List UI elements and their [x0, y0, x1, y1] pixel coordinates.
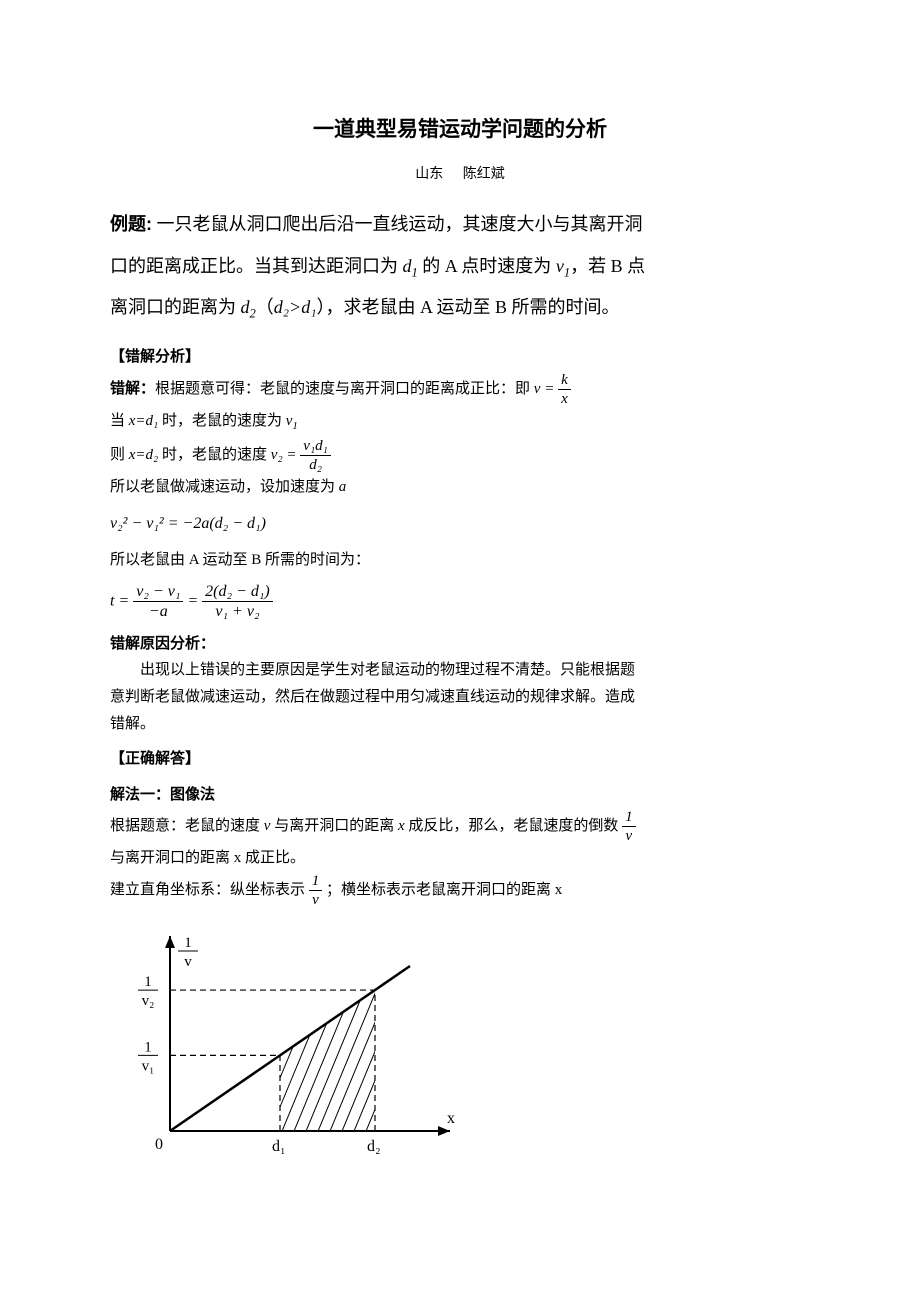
- svg-text:v₁: v₁: [142, 1058, 155, 1074]
- var-v1: v1: [286, 413, 298, 429]
- problem-text: ），求老鼠由 A 运动至 B 所需的时间。: [316, 297, 619, 317]
- fraction-kx: k x: [558, 371, 571, 408]
- correct-text: ；横坐标表示老鼠离开洞口的距离 x: [326, 882, 562, 898]
- method1-label: 解法一：图像法: [110, 781, 810, 808]
- problem-label: 例题:: [110, 214, 152, 234]
- section-correct: 【正确解答】: [110, 746, 810, 773]
- var-d1: d: [403, 256, 412, 276]
- frac-den: v: [309, 891, 323, 909]
- correct-line-2: 与离开洞口的距离 x 成正比。: [110, 845, 810, 872]
- frac-den: v: [622, 827, 636, 845]
- formula-eq2: =: [187, 593, 198, 610]
- section-wrong-analysis: 【错解分析】: [110, 344, 810, 371]
- frac-num: k: [558, 371, 571, 390]
- frac-num: 1: [309, 872, 323, 891]
- fraction-t1: v₂ − v₁ −a: [133, 582, 183, 621]
- correct-line-1: 根据题意：老鼠的速度 v 与离开洞口的距离 x 成反比，那么，老鼠速度的倒数 1…: [110, 808, 810, 845]
- wrong-line-4: 所以老鼠做减速运动，设加速度为 a: [110, 474, 810, 501]
- fraction-t2: 2(d₂ − d₁) v₁ + v₂: [202, 582, 273, 621]
- svg-text:0: 0: [155, 1136, 163, 1153]
- inequality: d₂>d₁: [274, 297, 317, 317]
- author-location: 山东: [415, 165, 443, 181]
- fraction-1v-axis: 1 v: [309, 872, 323, 909]
- var-d2: d: [241, 297, 250, 317]
- wrong-reason-text: 出现以上错误的主要原因是学生对老鼠运动的物理过程不清楚。只能根据题: [110, 657, 810, 684]
- formula-kinematic: v₂² − v₁² = −2a(d₂ − d₁): [110, 509, 810, 539]
- var-v1: v: [556, 256, 564, 276]
- frac-den: v₁ + v₂: [202, 602, 273, 621]
- svg-text:x: x: [447, 1110, 455, 1127]
- graph-container: 0 x d₁ d₂ 1 v 1 v₂ 1 v₁: [120, 921, 810, 1167]
- wrong-label: 错解：: [110, 380, 155, 397]
- wrong-text: 所以老鼠做减速运动，设加速度为: [110, 479, 339, 495]
- fraction-v1d1-d2: v₁d₁ d₂: [300, 437, 331, 474]
- problem-text: （: [256, 297, 274, 317]
- frac-den: x: [558, 390, 571, 408]
- problem-block: 例题: 一只老鼠从洞口爬出后沿一直线运动，其速度大小与其离开洞 口的距离成正比。…: [110, 204, 810, 328]
- eq-xd2: x=d₂: [129, 447, 159, 463]
- wrong-text: 当: [110, 413, 129, 429]
- svg-text:v₂: v₂: [142, 993, 155, 1009]
- wrong-reason-text: 错解。: [110, 711, 810, 738]
- wrong-text: 则: [110, 447, 129, 463]
- correct-text: 建立直角坐标系：纵坐标表示: [110, 882, 309, 898]
- correct-text: 根据题意：老鼠的速度: [110, 818, 264, 834]
- problem-text: 离洞口的距离为: [110, 297, 241, 317]
- formula-t-eq: t =: [110, 593, 129, 610]
- wrong-text: 时，老鼠的速度: [158, 447, 271, 463]
- wrong-reason-label: 错解原因分析：: [110, 630, 810, 657]
- wrong-line-2: 当 x=d₁ 时，老鼠的速度为 v1: [110, 408, 810, 437]
- svg-text:1: 1: [144, 974, 152, 990]
- correct-text: 与离开洞口的距离: [270, 818, 398, 834]
- problem-text: 口的距离成正比。当其到达距洞口为: [110, 256, 403, 276]
- graph-svg: 0 x d₁ d₂ 1 v 1 v₂ 1 v₁: [120, 921, 460, 1156]
- problem-text: ，若 B 点: [570, 256, 645, 276]
- wrong-text: 时，老鼠的速度为: [158, 413, 286, 429]
- frac-num: v₁d₁: [300, 437, 331, 456]
- correct-line-3: 建立直角坐标系：纵坐标表示 1 v ；横坐标表示老鼠离开洞口的距离 x: [110, 872, 810, 909]
- svg-text:d₁: d₁: [272, 1138, 286, 1155]
- var-x: x: [398, 818, 405, 834]
- frac-num: 1: [622, 808, 636, 827]
- var-a: a: [339, 479, 347, 495]
- frac-num: 2(d₂ − d₁): [202, 582, 273, 602]
- fraction-1v: 1 v: [622, 808, 636, 845]
- formula-v-eq: v =: [534, 381, 555, 397]
- frac-num: v₂ − v₁: [133, 582, 183, 602]
- svg-text:1: 1: [144, 1039, 152, 1055]
- wrong-line-5: 所以老鼠由 A 运动至 B 所需的时间为：: [110, 547, 810, 574]
- formula-v2-eq: v₂ =: [271, 447, 297, 463]
- wrong-reason-text: 意判断老鼠做减速运动，然后在做题过程中用匀减速直线运动的规律求解。造成: [110, 684, 810, 711]
- problem-text: 一只老鼠从洞口爬出后沿一直线运动，其速度大小与其离开洞: [157, 214, 643, 234]
- frac-den: d₂: [300, 456, 331, 474]
- page-title: 一道典型易错运动学问题的分析: [110, 110, 810, 150]
- wrong-text: 根据题意可得：老鼠的速度与离开洞口的距离成正比：即: [155, 381, 534, 397]
- wrong-line-1: 错解：根据题意可得：老鼠的速度与离开洞口的距离成正比：即 v = k x: [110, 371, 810, 408]
- correct-text: 成反比，那么，老鼠速度的倒数: [405, 818, 623, 834]
- frac-den: −a: [133, 602, 183, 621]
- formula-time: t = v₂ − v₁ −a = 2(d₂ − d₁) v₁ + v₂: [110, 582, 810, 621]
- eq-xd1: x=d₁: [129, 413, 159, 429]
- problem-text: 的 A 点时速度为: [418, 256, 556, 276]
- svg-text:v: v: [184, 954, 192, 970]
- author-name: 陈红斌: [463, 165, 505, 181]
- svg-text:1: 1: [184, 935, 192, 951]
- svg-text:d₂: d₂: [367, 1138, 381, 1155]
- author-line: 山东 陈红斌: [110, 160, 810, 187]
- wrong-line-3: 则 x=d₂ 时，老鼠的速度 v₂ = v₁d₁ d₂: [110, 437, 810, 474]
